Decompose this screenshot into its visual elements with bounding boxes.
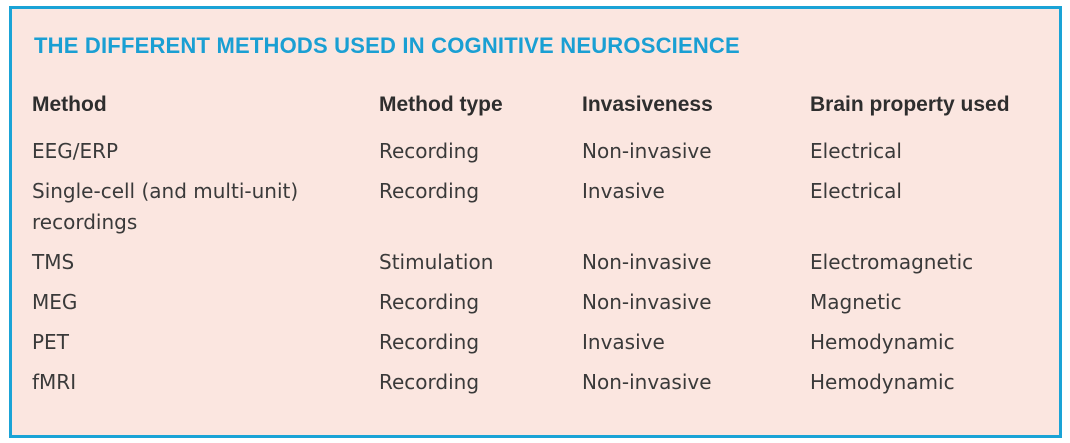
cell-invasiveness: Non-invasive [582, 370, 712, 394]
table-row: Single-cell (and multi-unit) recordings … [32, 176, 1050, 247]
cell-method: EEG/ERP [32, 139, 119, 163]
cell-method: fMRI [32, 370, 77, 394]
cell-method: TMS [32, 250, 75, 274]
cell-method-type: Recording [379, 290, 480, 314]
cell-brain-property: Hemodynamic [810, 370, 955, 394]
header-invasiveness: Invasiveness [582, 93, 713, 116]
table-row: TMS Stimulation Non-invasive Electromagn… [32, 247, 1050, 287]
cell-method-type: Recording [379, 179, 480, 203]
table-row: fMRI Recording Non-invasive Hemodynamic [32, 367, 1050, 407]
cell-brain-property: Electrical [810, 139, 902, 163]
panel-title: THE DIFFERENT METHODS USED IN COGNITIVE … [34, 33, 740, 58]
cell-brain-property: Electromagnetic [810, 250, 974, 274]
cell-invasiveness: Invasive [582, 330, 665, 354]
header-method: Method [32, 93, 107, 116]
cell-method: Single-cell (and multi-unit) recordings [32, 179, 299, 234]
cell-brain-property: Electrical [810, 179, 902, 203]
cell-method-type: Recording [379, 139, 480, 163]
header-brain-property: Brain property used [810, 93, 1010, 116]
methods-panel: THE DIFFERENT METHODS USED IN COGNITIVE … [9, 6, 1062, 438]
table-row: MEG Recording Non-invasive Magnetic [32, 287, 1050, 327]
cell-method: PET [32, 330, 69, 354]
cell-method-type: Recording [379, 330, 480, 354]
table-row: EEG/ERP Recording Non-invasive Electrica… [32, 136, 1050, 176]
table-row: PET Recording Invasive Hemodynamic [32, 327, 1050, 367]
cell-brain-property: Magnetic [810, 290, 902, 314]
cell-invasiveness: Invasive [582, 179, 665, 203]
cell-brain-property: Hemodynamic [810, 330, 955, 354]
methods-table: Method Method type Invasiveness Brain pr… [32, 89, 1050, 407]
cell-invasiveness: Non-invasive [582, 290, 712, 314]
cell-method-type: Stimulation [379, 250, 494, 274]
table-header-row: Method Method type Invasiveness Brain pr… [32, 89, 1050, 136]
header-method-type: Method type [379, 93, 503, 116]
cell-invasiveness: Non-invasive [582, 139, 712, 163]
cell-method: MEG [32, 290, 78, 314]
cell-invasiveness: Non-invasive [582, 250, 712, 274]
cell-method-type: Recording [379, 370, 480, 394]
